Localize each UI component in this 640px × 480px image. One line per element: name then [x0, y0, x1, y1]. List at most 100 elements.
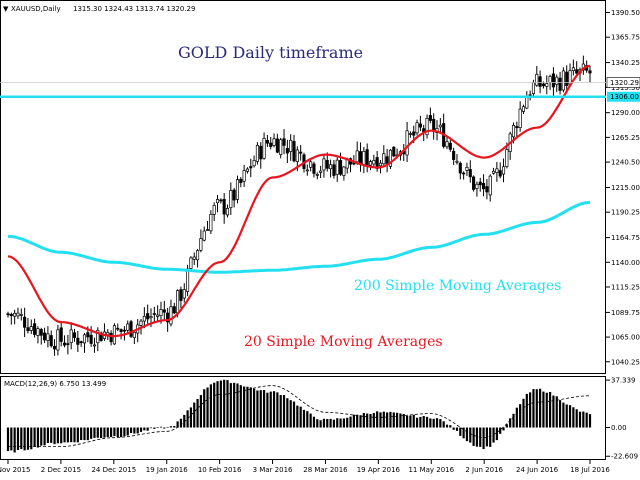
- candle: [292, 134, 296, 163]
- candle: [545, 75, 549, 95]
- candle: [462, 171, 466, 180]
- macd-bar: [499, 427, 502, 434]
- macd-bar: [266, 392, 269, 428]
- price-tick-label: 1365.75: [611, 34, 640, 42]
- candle: [555, 74, 559, 93]
- macd-bar: [209, 384, 212, 428]
- candle: [199, 229, 203, 253]
- macd-bar: [96, 427, 99, 438]
- candle: [355, 141, 359, 165]
- candle: [182, 283, 186, 303]
- candle: [558, 71, 562, 95]
- macd-bar: [46, 427, 50, 443]
- candle: [269, 136, 273, 150]
- svg-text:1320.29: 1320.29: [610, 79, 639, 87]
- candle: [415, 119, 419, 136]
- macd-bar: [236, 383, 239, 428]
- macd-bar: [50, 427, 53, 443]
- candle: [79, 340, 83, 347]
- time-tick-label: 2 Dec 2015: [41, 466, 81, 474]
- macd-bar: [462, 427, 465, 439]
- price-tick-label: 1164.75: [611, 234, 640, 242]
- macd-bar: [253, 388, 256, 428]
- macd-bar: [239, 385, 242, 428]
- macd-bar: [229, 383, 232, 428]
- candle: [62, 335, 67, 348]
- candle: [129, 319, 133, 339]
- price-tick-label: 1340.25: [611, 59, 640, 67]
- macd-bar: [588, 414, 592, 428]
- macd-bar: [20, 427, 23, 450]
- macd-bar: [372, 413, 375, 428]
- chart-title-annotation: GOLD Daily timeframe: [178, 43, 363, 62]
- candle: [112, 323, 116, 345]
- candle: [172, 302, 176, 315]
- macd-bar: [369, 413, 372, 428]
- macd-bar: [243, 386, 246, 428]
- price-tick-label: 1115.25: [611, 283, 640, 291]
- macd-bar: [532, 389, 535, 428]
- candle: [289, 134, 293, 161]
- candle: [275, 133, 279, 154]
- candle: [59, 322, 63, 347]
- sma200-layer: [7, 201, 591, 274]
- candle: [315, 172, 319, 180]
- candle: [458, 161, 462, 180]
- macd-bar: [206, 387, 209, 428]
- macd-bar: [36, 427, 40, 448]
- symbol-label: XAUUSD,Daily: [11, 5, 61, 13]
- macd-bar: [362, 413, 365, 428]
- candle: [408, 131, 412, 138]
- macd-bar: [106, 427, 109, 437]
- candle: [222, 193, 226, 224]
- macd-bar: [366, 413, 369, 428]
- candle: [498, 162, 502, 179]
- candle: [551, 67, 555, 97]
- macd-bar: [558, 400, 562, 428]
- macd-bar: [226, 380, 229, 428]
- macd-bar: [146, 427, 149, 431]
- macd-bar: [113, 427, 116, 437]
- candle: [232, 187, 236, 208]
- candle: [249, 158, 253, 178]
- macd-bar: [452, 427, 455, 430]
- macd-bar: [349, 416, 352, 428]
- sma200-annotation: 200 Simple Moving Averages: [354, 278, 561, 294]
- candle: [9, 312, 13, 325]
- current-price-tag: 1320.29: [606, 77, 640, 88]
- macd-bar: [176, 421, 179, 428]
- macd-bar: [93, 427, 96, 438]
- macd-bar: [183, 414, 186, 428]
- candle: [212, 202, 216, 221]
- macd-bar: [156, 427, 159, 428]
- candle: [72, 328, 77, 342]
- candle: [518, 101, 522, 132]
- macd-bar: [186, 410, 189, 428]
- macd-bar: [306, 411, 309, 428]
- candle: [13, 309, 17, 325]
- price-tick-label: 1040.25: [611, 358, 640, 366]
- candle: [335, 157, 339, 182]
- candle: [126, 320, 130, 335]
- price-tick-label: 1065.00: [611, 334, 640, 342]
- macd-bar: [322, 418, 326, 428]
- macd-bar: [442, 421, 445, 428]
- candle: [265, 135, 269, 147]
- macd-bar: [326, 418, 329, 428]
- candle: [43, 327, 47, 344]
- candle: [219, 198, 223, 204]
- price-tick-label: 1215.00: [611, 184, 640, 192]
- collapse-arrow-icon[interactable]: ▼: [3, 5, 9, 13]
- macd-bar: [73, 427, 76, 443]
- macd-signal-layer: [8, 385, 590, 447]
- macd-bar: [219, 380, 222, 428]
- candle: [109, 330, 113, 346]
- macd-bar: [485, 427, 489, 447]
- macd-bar: [392, 412, 395, 428]
- candle: [132, 331, 136, 344]
- candle: [49, 330, 53, 348]
- macd-bar: [289, 400, 292, 428]
- macd-bar: [545, 392, 548, 428]
- macd-bar: [43, 427, 46, 446]
